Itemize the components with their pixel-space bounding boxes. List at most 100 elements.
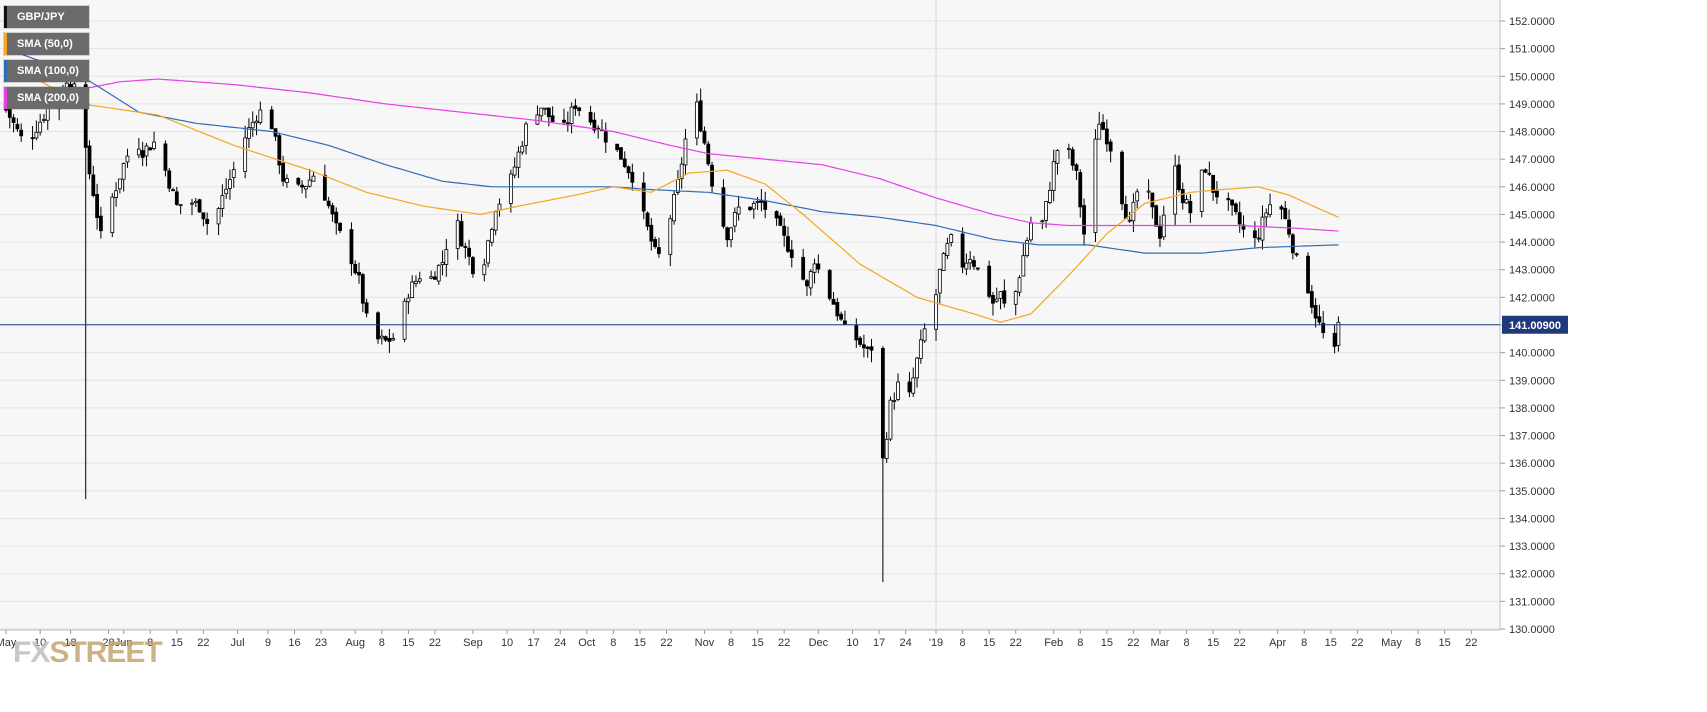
candle-body (831, 298, 836, 305)
candle-body (193, 200, 198, 203)
candle-body (672, 194, 676, 222)
candle-body (322, 174, 327, 201)
candle-body (1025, 240, 1030, 256)
candle-body (444, 249, 449, 265)
y-tick-label: 142.0000 (1509, 292, 1555, 304)
legend-item-symbol[interactable]: GBP/JPY (4, 6, 89, 28)
candle-body (406, 297, 411, 303)
candle-body (1188, 201, 1193, 214)
candle-body (732, 212, 737, 227)
x-axis-panel (0, 630, 1500, 712)
candle-body (751, 202, 756, 210)
candle-body (1104, 128, 1109, 145)
candle-body (1055, 150, 1060, 164)
x-tick-label: Dec (809, 637, 829, 649)
candle-body (417, 278, 422, 282)
candle-body (190, 202, 194, 205)
candle-body (1146, 190, 1151, 193)
candle-body (1158, 224, 1162, 239)
candle-body (114, 190, 118, 198)
x-tick-label: 22 (1127, 637, 1139, 649)
candle-body (436, 264, 441, 282)
candle-body (918, 339, 923, 359)
y-tick-label: 138.0000 (1509, 403, 1555, 415)
candle-body (694, 101, 699, 139)
candle-body (1120, 151, 1124, 205)
candle-body (1336, 321, 1341, 346)
candle-body (975, 267, 980, 270)
x-tick-label: 8 (960, 637, 966, 649)
candle-body (277, 135, 282, 166)
legend-label-symbol: GBP/JPY (17, 11, 65, 23)
candle-body (520, 145, 525, 153)
candle-body (535, 114, 540, 125)
candle-body (482, 264, 487, 276)
candle-body (1029, 222, 1033, 241)
y-tick-label: 140.0000 (1509, 348, 1555, 360)
x-tick-label: Aug (345, 637, 365, 649)
candle-body (968, 259, 973, 264)
candle-body (220, 195, 225, 209)
candle-body (1082, 205, 1086, 235)
candle-body (789, 249, 794, 258)
candle-body (391, 338, 396, 341)
candle-body (243, 137, 248, 172)
legend-item-sma200[interactable]: SMA (200,0) (4, 87, 89, 109)
candle-body (565, 122, 570, 125)
candle-body (1108, 141, 1113, 152)
candle-body (42, 119, 46, 121)
candle-body (140, 150, 145, 158)
candle-body (603, 131, 608, 143)
candle-body (7, 109, 12, 118)
candle-body (702, 130, 707, 144)
candle-body (1226, 198, 1231, 201)
candle-body (250, 121, 255, 129)
y-tick-label: 131.0000 (1509, 596, 1555, 608)
x-tick-label: 17 (528, 637, 540, 649)
y-tick-label: 145.0000 (1509, 209, 1555, 221)
candle-body (99, 215, 103, 232)
candle-body (45, 107, 50, 121)
sma50-swatch (4, 33, 7, 55)
x-tick-label: 15 (634, 637, 646, 649)
candle-body (1321, 322, 1326, 334)
x-tick-label: 10 (501, 637, 513, 649)
x-tick-label: 23 (315, 637, 327, 649)
candle-body (622, 158, 627, 168)
x-tick-label: May (0, 637, 17, 649)
candle-body (1017, 277, 1022, 293)
x-tick-label: 16 (288, 637, 300, 649)
candle-body (896, 381, 900, 400)
x-tick-label: 22 (1351, 637, 1363, 649)
candle-body (516, 151, 521, 168)
x-tick-label: 15 (1325, 637, 1337, 649)
candle-body (1252, 230, 1257, 238)
legend-item-sma100[interactable]: SMA (100,0) (4, 60, 89, 82)
candle-body (144, 145, 149, 157)
candle-body (619, 147, 623, 160)
candle-body (1332, 332, 1337, 347)
candle-body (1287, 219, 1291, 235)
candle-body (231, 169, 236, 178)
candle-body (858, 337, 862, 345)
candle-body (1173, 165, 1178, 215)
candle-body (1074, 164, 1079, 171)
x-tick-label: 18 (64, 637, 76, 649)
candle-body (588, 111, 593, 123)
current-price-label: 141.00900 (1509, 320, 1561, 332)
candle-body (455, 220, 460, 249)
x-tick-label: 8 (728, 637, 734, 649)
candle-body (1256, 237, 1261, 240)
candle-body (402, 300, 407, 340)
plot-background (0, 0, 1500, 630)
x-tick-label: 8 (379, 637, 385, 649)
x-tick-label: 8 (1415, 637, 1421, 649)
candle-body (835, 302, 840, 317)
candle-body (698, 100, 703, 132)
legend-item-sma50[interactable]: SMA (50,0) (4, 33, 89, 55)
candle-body (410, 281, 415, 298)
candle-body (949, 234, 954, 243)
candle-body (843, 320, 847, 325)
x-tick-label: 10 (846, 637, 858, 649)
